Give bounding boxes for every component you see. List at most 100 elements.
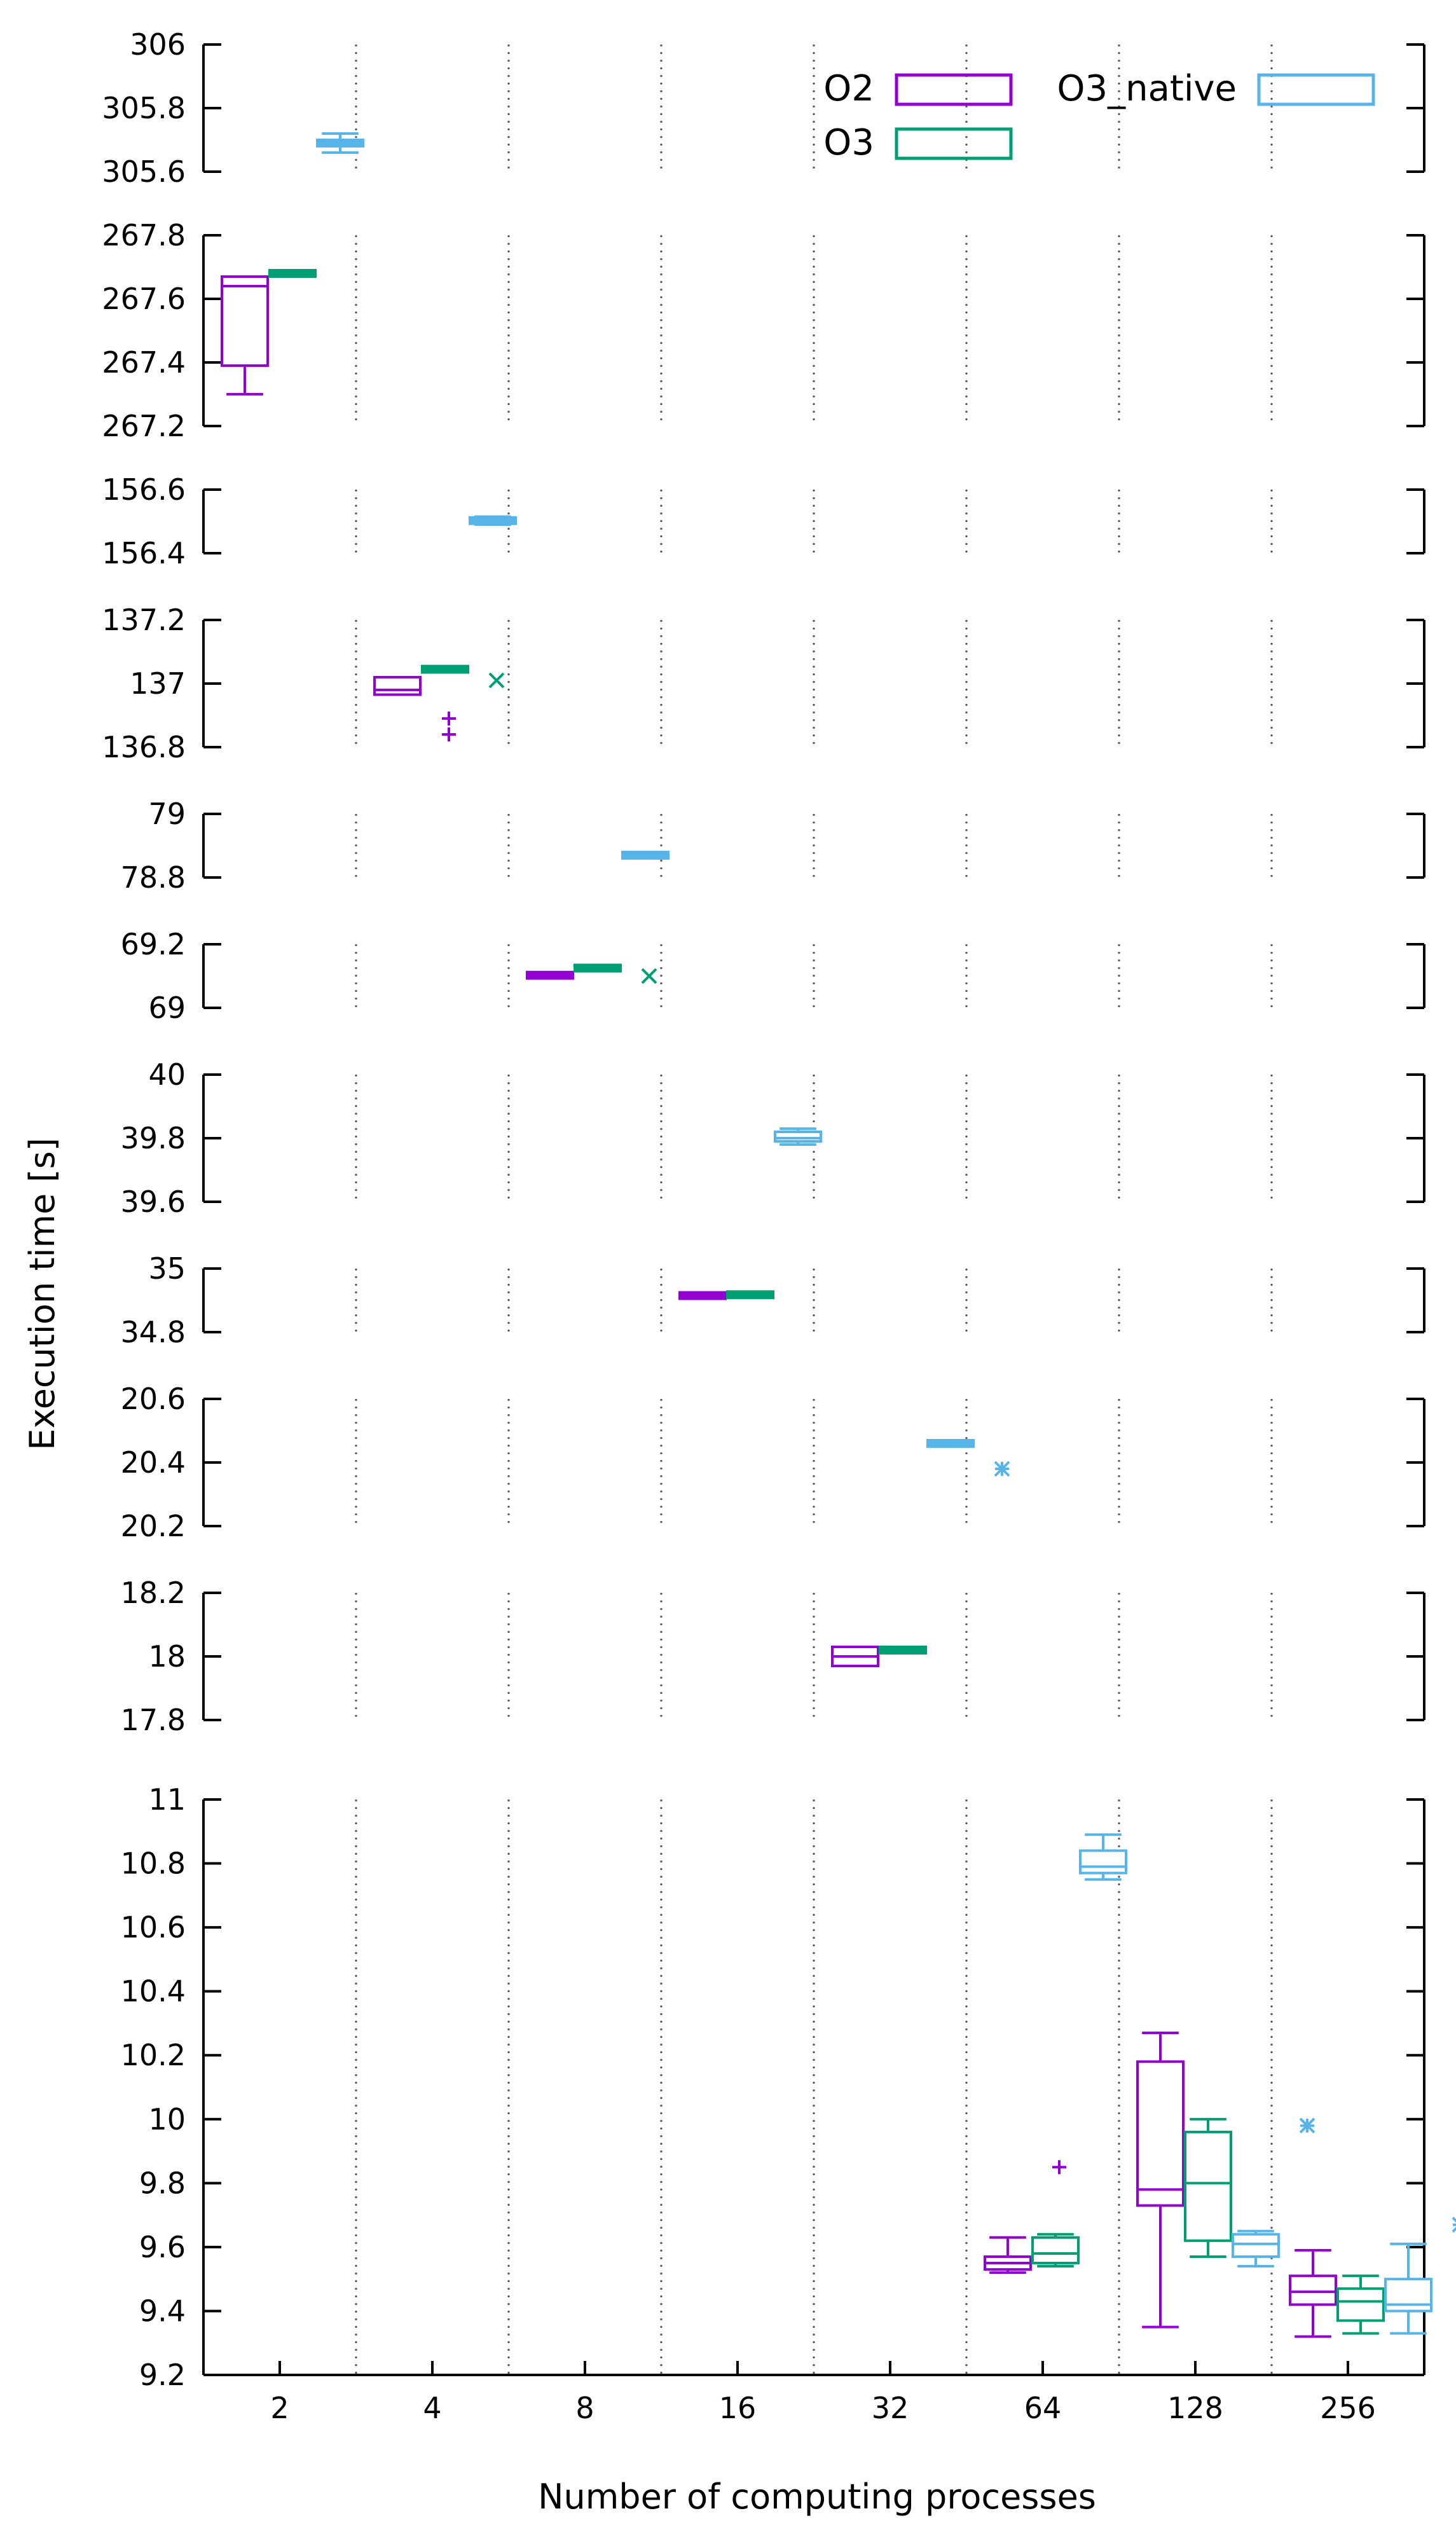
y-tick-label: 9.8 [139,2166,186,2200]
x-tick-label: 64 [1024,2391,1062,2425]
y-tick-label: 137 [130,666,186,701]
y-tick-label: 39.6 [121,1185,186,1219]
panel-2: 156.4 156.6 [102,472,1425,570]
panel-10: 9.2 9.4 9.6 9.8 10 10.2 10.4 10.6 10.8 11 [121,1782,1425,2392]
outlier-point [1452,2217,1456,2233]
outlier-star-d1 [1452,2217,1456,2223]
legend-swatch-o3-native [1257,73,1375,106]
outlier-point [1299,2117,1315,2134]
y-tick-label: 10.6 [121,1910,186,1944]
y-tick-label: 69 [148,991,186,1025]
panel-7: 34.8 35 [121,1251,1425,1349]
box-O3_native-32 [926,1439,1010,1477]
box-O2-8 [526,970,574,980]
box-O3_native-2 [316,132,364,154]
box-O2-4 [373,676,456,741]
outlier-star-d2 [1299,2117,1315,2134]
x-tick-label: 32 [872,2391,909,2425]
y-tick-label: 78.8 [121,860,186,895]
box-body [1336,2287,1385,2322]
box-body [1289,2274,1337,2306]
box-O3-4 [421,664,505,689]
y-tick-label: 306 [130,27,186,62]
panel-0: 305.6 305.8 306 [102,27,1425,189]
outlier-x-b [488,672,505,689]
legend-label-o3-native: O3_native [1057,68,1237,109]
y-tick-label: 10 [148,2102,186,2137]
legend: O2 O3 O3_native [823,68,1375,163]
y-tick-label: 10.8 [121,1847,186,1881]
box-O3_native-4 [469,515,517,526]
box-O3-128 [1184,2117,1232,2258]
box-body [1079,1849,1127,1875]
x-tick-label: 256 [1320,2391,1376,2425]
panel-5: 69 69.2 [121,927,1425,1025]
outlier-point [641,968,657,984]
y-tick-label: 267.4 [102,345,186,380]
y-tick-label: 305.8 [102,91,186,125]
panels: 305.6305.8306267.2267.4267.6267.8156.415… [102,27,1425,2392]
box-body [774,1131,822,1143]
box-body [1136,2060,1185,2207]
panel-4: 78.8 79 [121,797,1425,895]
outlier-star-d2 [1452,2226,1456,2233]
x-axis-title: Number of computing processes [538,2477,1096,2517]
box-body [221,275,269,367]
y-tick-label: 267.8 [102,218,186,252]
box-body [1184,2130,1232,2242]
y-tick-label: 267.2 [102,409,186,443]
y-tick-label: 17.8 [121,1703,186,1737]
box-O3-2 [268,269,317,278]
y-tick-label: 20.4 [121,1445,186,1480]
legend-swatch-o3 [895,127,1013,160]
y-tick-label: 69.2 [121,927,186,961]
panel-6: 39.6 39.8 40 [121,1057,1425,1219]
x-tick-label: 2 [270,2391,289,2425]
y-tick-label: 137.2 [102,603,186,637]
y-tick-label: 136.8 [102,730,186,764]
outlier-point [488,672,505,689]
box-O2-32 [831,1646,879,1667]
box-O3_native-8 [621,851,670,860]
vertical-gridlines [355,45,1273,2375]
y-tick-label: 267.6 [102,282,186,316]
y-tick-label: 10.4 [121,1974,186,2009]
x-tick-label: 8 [575,2391,594,2425]
y-tick-label: 20.6 [121,1382,186,1416]
box-O3-64 [1031,2233,1080,2268]
box-O2-128 [1136,2032,1185,2329]
box-O3_native-128 [1232,2117,1315,2268]
y-tick-label: 40 [148,1057,186,1092]
box-O3-8 [573,963,657,984]
box-O2-64 [984,2160,1066,2274]
y-tick-label: 35 [148,1251,186,1286]
box-body [373,676,422,696]
y-tick-label: 34.8 [121,1315,186,1349]
outlier-point [442,712,456,726]
box-O2-16 [678,1291,727,1300]
outlier-star-d2 [994,1461,1010,1477]
panel-1: 267.2 267.4 267.6 267.8 [102,218,1425,443]
y-tick-label: 79 [148,797,186,831]
box-body [1384,2278,1432,2313]
box-O3_native-16 [774,1127,822,1146]
outlier-point [994,1461,1010,1477]
boxes [221,132,1456,2338]
box-O3-256 [1336,2274,1385,2335]
y-tick-label: 9.2 [139,2358,186,2392]
y-tick-label: 156.6 [102,472,186,507]
y-tick-label: 9.6 [139,2230,186,2264]
legend-label-o3: O3 [823,122,874,163]
x-tick-label: 16 [719,2391,757,2425]
x-tick-label: 128 [1167,2391,1223,2425]
box-O3-16 [726,1290,774,1300]
y-tick-label: 18.2 [121,1576,186,1610]
legend-label-o2: O2 [823,68,874,109]
y-tick-label: 156.4 [102,536,186,570]
x-tick-label: 4 [423,2391,441,2425]
box-body [1232,2233,1280,2258]
y-tick-label: 9.4 [139,2294,186,2328]
outlier-point [1052,2160,1066,2175]
box-O2-256 [1289,2248,1337,2338]
